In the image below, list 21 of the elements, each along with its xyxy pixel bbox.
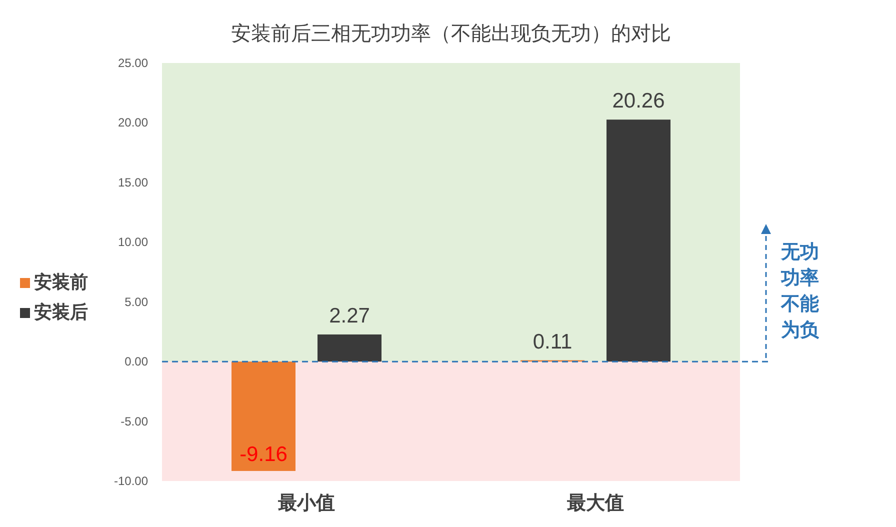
y-tick-label: 0.00 <box>124 354 148 369</box>
y-tick-label: 15.00 <box>118 175 148 190</box>
bar <box>232 362 296 471</box>
data-label: -9.16 <box>240 442 288 466</box>
bar <box>606 120 670 362</box>
legend-label: 安装前 <box>34 272 88 292</box>
y-tick-label: 25.00 <box>118 56 148 70</box>
data-label: 0.11 <box>532 330 572 354</box>
y-tick-label: 5.00 <box>124 294 148 309</box>
y-tick-label: -10.00 <box>114 474 148 488</box>
legend-label: 安装后 <box>34 302 88 322</box>
chart-title: 安装前后三相无功功率（不能出现负无功）的对比 <box>231 23 671 45</box>
y-tick-label: 20.00 <box>118 116 148 130</box>
data-label: 2.27 <box>329 304 370 328</box>
x-tick-label: 最大值 <box>566 492 624 514</box>
y-tick-label: 10.00 <box>118 235 148 250</box>
data-label: 20.26 <box>612 90 665 113</box>
text: 无功功率不能为负 <box>780 241 820 341</box>
x-tick-label: 最小值 <box>277 492 335 514</box>
bar <box>318 334 382 362</box>
y-tick-label: -5.00 <box>120 414 148 428</box>
